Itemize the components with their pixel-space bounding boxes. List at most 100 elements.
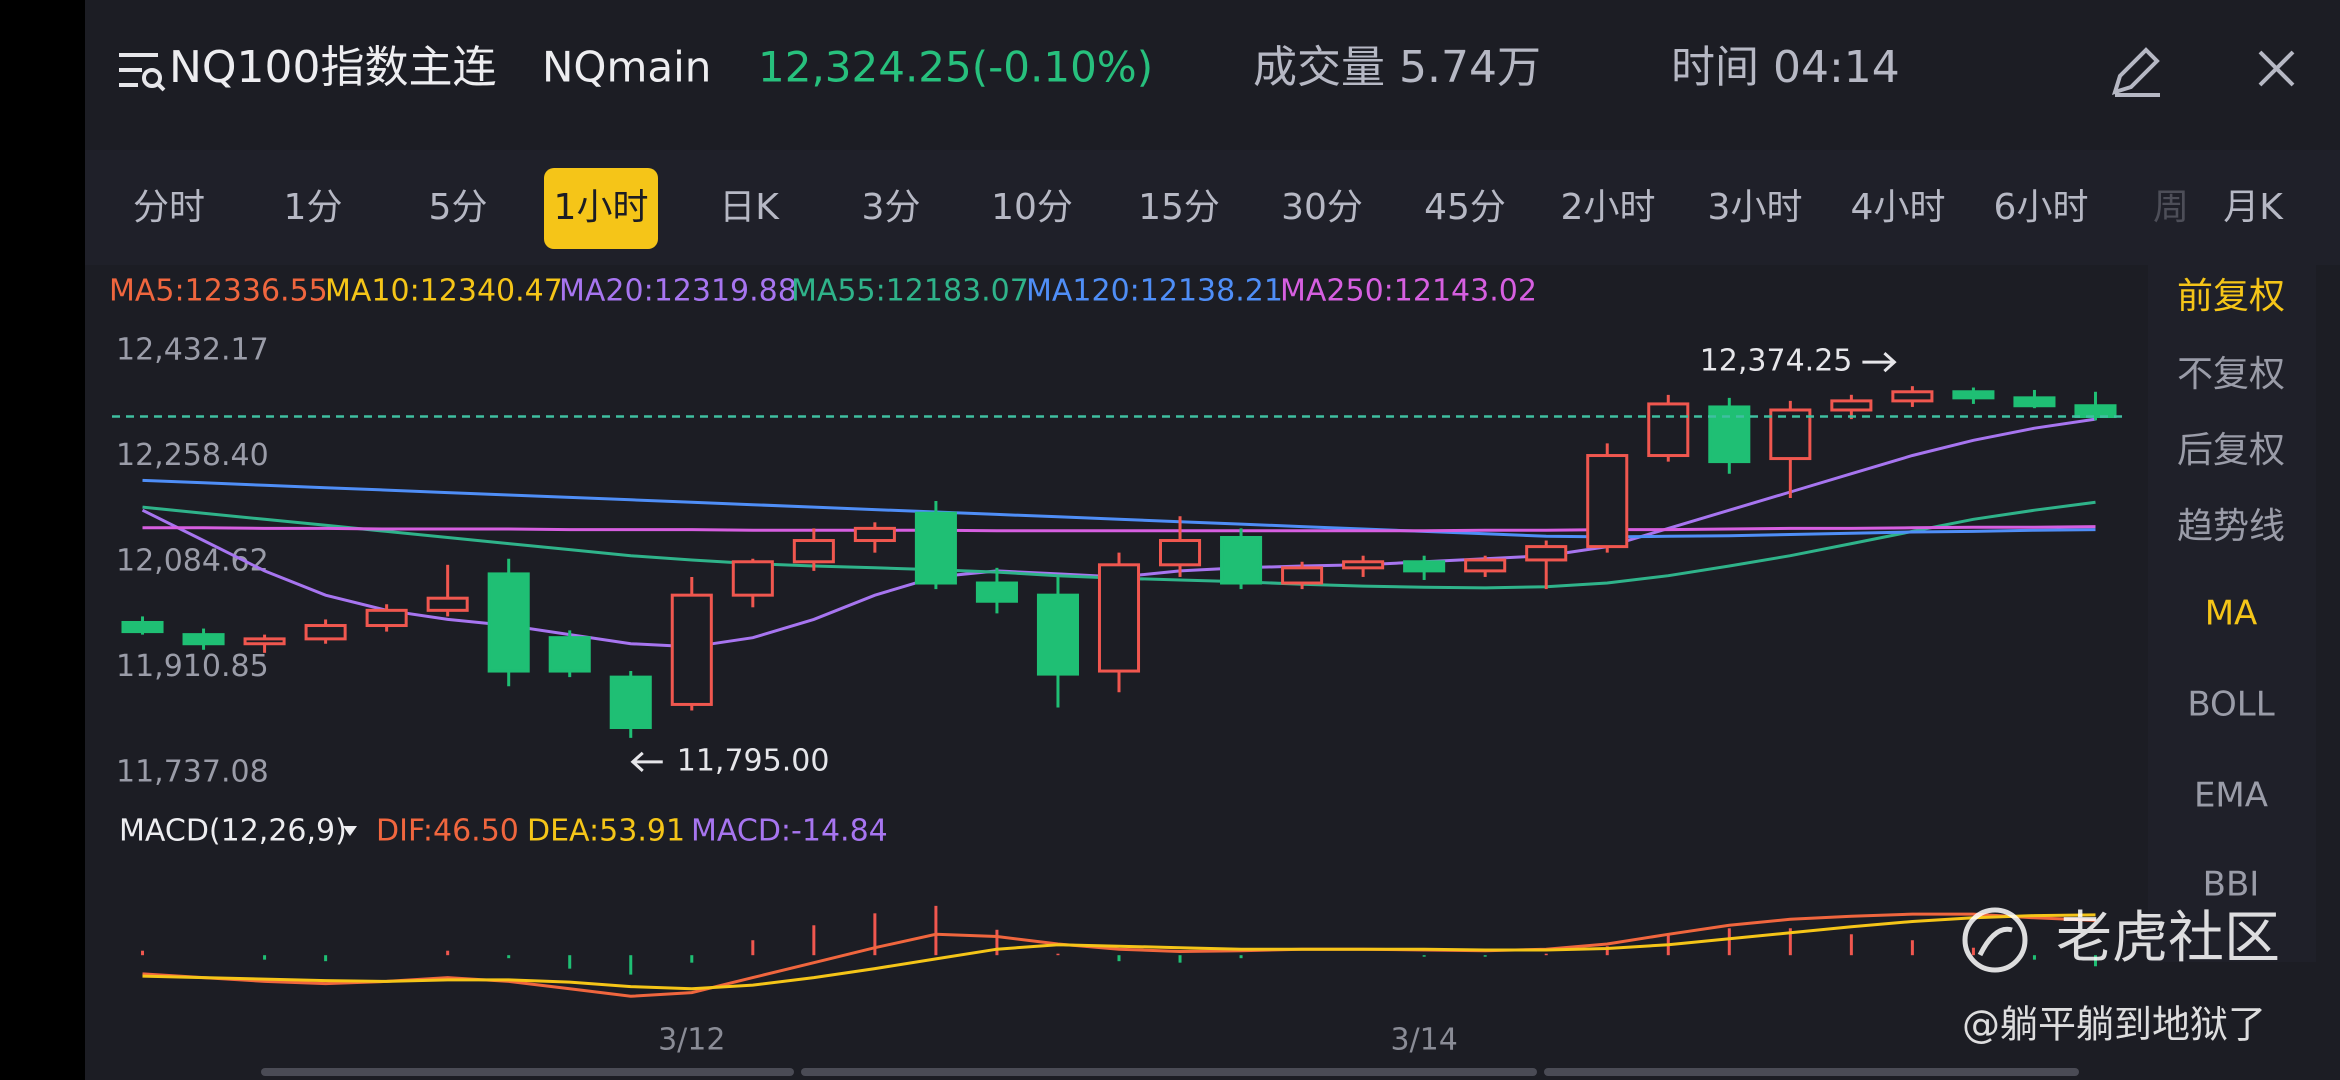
- close-button[interactable]: [2258, 50, 2295, 87]
- ma-legend-item: MA120:12138.21: [1026, 274, 1283, 309]
- period-tab[interactable]: 4小时: [1851, 187, 1946, 228]
- period-tab[interactable]: 月K: [2223, 187, 2284, 228]
- price-chart: 12,432.1712,258.4012,084.6211,910.8511,7…: [112, 333, 2126, 1058]
- candle-body: [609, 675, 652, 730]
- ma-legend-item: MA55:12183.07: [791, 274, 1029, 309]
- candle-body: [365, 608, 408, 628]
- period-tab[interactable]: 5分: [429, 187, 488, 228]
- time: 时间 04:14: [1671, 42, 1900, 93]
- x-tick-label: 3/14: [1390, 1023, 1457, 1058]
- candle-body: [1891, 390, 1934, 403]
- volume: 成交量 5.74万: [1253, 42, 1541, 93]
- candle-body: [426, 596, 469, 612]
- period-tab[interactable]: 6小时: [1994, 187, 2089, 228]
- candle-body: [1830, 399, 1873, 412]
- y-tick-label: 11,910.85: [116, 649, 269, 684]
- annotation: 11,795.00: [677, 743, 830, 778]
- period-tab[interactable]: 3分: [862, 187, 921, 228]
- adjust-option[interactable]: 不复权: [2177, 354, 2285, 395]
- period-tab[interactable]: 1分: [284, 187, 343, 228]
- edit-button[interactable]: [2111, 47, 2160, 97]
- instrument-code: NQmain: [542, 43, 711, 92]
- scroll-segment: [801, 1068, 1537, 1076]
- adjust-option[interactable]: 趋势线: [2177, 506, 2285, 547]
- watermark-logo-mark: [1977, 926, 2013, 957]
- ma-legend-item: MA20:12319.88: [559, 274, 797, 309]
- adjust-option[interactable]: 后复权: [2177, 430, 2285, 471]
- candle-body: [1525, 545, 1568, 562]
- scroll-segment: [1544, 1068, 2079, 1076]
- candle-body: [670, 593, 713, 706]
- instrument-title: NQ100指数主连: [169, 42, 497, 93]
- period-tab[interactable]: 10分: [991, 187, 1073, 228]
- tab-highlight: [544, 168, 658, 249]
- indicator-option[interactable]: BOLL: [2187, 685, 2274, 725]
- macd-label: DEA:53.91: [527, 814, 685, 849]
- candle-body: [304, 624, 347, 641]
- candle-body: [1159, 539, 1202, 567]
- indicator-option[interactable]: BBI: [2203, 865, 2260, 905]
- candle-body: [1647, 402, 1690, 458]
- period-bar: [85, 150, 2340, 265]
- macd-label: DIF:46.50: [376, 814, 519, 849]
- scrollbar: [261, 1068, 2079, 1076]
- candle-body: [853, 526, 896, 543]
- annotation-arrow: [630, 751, 663, 772]
- period-tab[interactable]: 30分: [1281, 187, 1363, 228]
- period-tab[interactable]: 15分: [1138, 187, 1220, 228]
- watermark: 老虎社区 @躺平躺到地狱了: [1962, 906, 2280, 1046]
- watermark-brand: 老虎社区: [2056, 906, 2280, 971]
- y-tick-label: 12,432.17: [116, 333, 269, 368]
- indicator-option[interactable]: MA: [2205, 594, 2258, 634]
- search-glass: [142, 68, 162, 88]
- menu-icon[interactable]: [119, 53, 166, 92]
- period-tab[interactable]: 1小时: [554, 187, 649, 228]
- candle-body: [487, 572, 530, 673]
- candle-body: [731, 560, 774, 597]
- ma-line: [142, 525, 2096, 533]
- macd-line: [142, 913, 2096, 991]
- macd-chart: MACD(12,26,9) DIF:46.50 DEA:53.91 MACD:-14.…: [119, 814, 2097, 998]
- period-tab[interactable]: 45分: [1424, 187, 1506, 228]
- candle-body: [182, 633, 225, 646]
- search-handle: [156, 82, 166, 92]
- period-tab[interactable]: 周: [2153, 187, 2189, 228]
- candle-body: [1708, 405, 1751, 464]
- annotation: 12,374.25: [1700, 344, 1853, 379]
- candle-body: [1403, 560, 1446, 573]
- ma-line: [142, 478, 2096, 539]
- candle-body: [121, 620, 164, 634]
- y-tick-label: 11,737.08: [116, 755, 269, 790]
- candle-body: [1281, 566, 1324, 585]
- candle-body: [1220, 535, 1263, 585]
- candle-body: [1464, 558, 1507, 573]
- candle-body: [1586, 454, 1629, 549]
- pencil: [2111, 47, 2160, 96]
- candle-body: [2074, 404, 2117, 419]
- macd-title: MACD(12,26,9): [119, 814, 347, 849]
- candle-body: [914, 511, 957, 585]
- period-tab[interactable]: 3小时: [1708, 187, 1803, 228]
- y-tick-label: 12,258.40: [116, 438, 269, 473]
- ma-legend-item: MA250:12143.02: [1280, 274, 1537, 309]
- period-tab[interactable]: 分时: [133, 187, 205, 228]
- last-price: 12,324.25(-0.10%): [758, 43, 1153, 92]
- candle-body: [243, 637, 286, 646]
- candle-body: [1036, 593, 1079, 676]
- x-tick-label: 3/12: [658, 1023, 725, 1058]
- candle-body: [1952, 390, 1995, 400]
- dropdown-caret[interactable]: [343, 826, 357, 836]
- candle-body: [2013, 396, 2056, 408]
- period-tab[interactable]: 日K: [719, 187, 780, 228]
- watermark-user: @躺平躺到地狱了: [1962, 1003, 2266, 1047]
- candle-body: [792, 539, 835, 564]
- adjust-option[interactable]: 前复权: [2177, 276, 2285, 317]
- candle-body: [548, 636, 591, 673]
- candle-body: [1342, 560, 1385, 570]
- indicator-option[interactable]: EMA: [2194, 776, 2268, 816]
- period-tab[interactable]: 2小时: [1561, 187, 1656, 228]
- candle-body: [1769, 408, 1812, 461]
